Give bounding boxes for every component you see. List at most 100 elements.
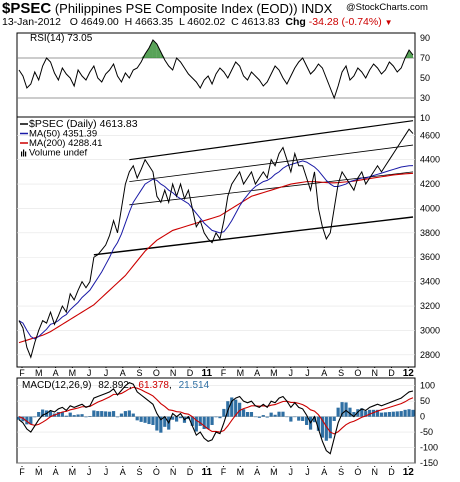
macd-histogram-bar (245, 412, 250, 417)
x-tick-label: M (270, 368, 278, 378)
ticker-symbol: $PSEC (2, 0, 52, 17)
macd-histogram-bar (147, 416, 151, 425)
macd-histogram-bar (387, 412, 391, 417)
macd-histogram-bar (202, 416, 206, 429)
x-tick-label: D (388, 368, 395, 378)
price-panel: 2800 3000 3200 3400 3600 3800 4000 4200 4400 4600… (16, 116, 440, 368)
x-tick-label: M (35, 368, 43, 378)
x-tick-label: A (120, 368, 126, 378)
x-tick-label: S (338, 368, 344, 378)
x-tick-label: J (104, 368, 109, 378)
x-tick-label: J (87, 467, 92, 477)
x-axis-bottom: F M A M J J A S O N D 11 F M A M J J A S O N D 12 (19, 466, 414, 478)
x-tick-label: O (354, 368, 361, 378)
price-tick-label: 4600 (420, 130, 440, 140)
x-tick-label: S (137, 368, 143, 378)
macd-line (18, 382, 414, 455)
macd-histogram-bar (100, 411, 104, 417)
legend-label: MA(200) 4288.41 (29, 138, 102, 149)
x-tick-label: 11 (201, 467, 212, 478)
x-tick-label: O (153, 368, 160, 378)
macd-histogram-bar (127, 410, 131, 417)
macd-histogram-bar (320, 416, 324, 438)
macd-histogram-bar (265, 416, 269, 418)
macd-histogram-bar (214, 416, 218, 418)
x-tick-label: A (120, 467, 126, 477)
x-tick-label: J (87, 368, 92, 378)
x-tick-label: M (237, 368, 245, 378)
x-tick-label: M (237, 467, 245, 477)
change-value: -34.28 (-0.74%) (308, 16, 382, 28)
macd-histogram-bar (198, 416, 202, 426)
macd-panel-frame (16, 377, 416, 464)
macd-histogram-bar (238, 402, 242, 417)
rsi-axis-ticks: 10 30 50 70 90 (420, 33, 430, 123)
macd-axis-ticks: -150 -100 -50 0 50 100 (420, 381, 438, 468)
trend-channel-lines (93, 120, 414, 256)
x-tick-label: J (288, 368, 293, 378)
macd-histogram-bar (72, 415, 76, 417)
macd-histogram-bar (25, 416, 29, 425)
macd-histogram-bar (332, 416, 336, 421)
x-tick-label: N (371, 368, 378, 378)
price-tick-label: 4200 (420, 179, 440, 189)
legend-label: MA(50) 4351.39 (29, 129, 97, 140)
macd-histogram-bar (273, 414, 277, 417)
x-tick-label: A (321, 467, 327, 477)
rsi-overbought-fill (149, 40, 153, 58)
x-tick-label: J (305, 368, 310, 378)
macd-histogram-bar (336, 407, 340, 417)
x-axis-labels-bottom: F M A M J J A S O N D 11 F M A M J J A S O N D 12 (19, 466, 414, 478)
macd-histogram-bar (115, 416, 120, 418)
quote-open: O 4649.00 (69, 16, 119, 28)
macd-histogram-bar (155, 416, 159, 431)
macd-histogram-bar (285, 416, 289, 418)
macd-tick-label: 50 (420, 396, 430, 406)
macd-histogram-bar (261, 415, 265, 417)
macd-histogram-bar (84, 416, 88, 418)
x-tick-label: J (104, 467, 109, 477)
macd-histogram-bar (143, 416, 147, 423)
macd-histogram-bar (222, 408, 226, 417)
rsi-tick-label: 30 (420, 93, 430, 103)
inner-upper-line (129, 144, 414, 183)
change-label: Chg (285, 16, 306, 28)
x-tick-label: 11 (201, 368, 212, 379)
macd-histogram-bar (190, 416, 194, 426)
x-tick-label: M (69, 368, 77, 378)
x-axis-middle: F M A M J J A S O N D 11 F M A M J J A S O N D 12 (19, 367, 414, 379)
x-tick-label: A (53, 467, 59, 477)
macd-histogram-bar (135, 416, 139, 421)
macd-tick-label: -150 (420, 458, 438, 468)
price-tick-label: 3400 (420, 277, 440, 287)
macd-histogram-bar (48, 410, 53, 417)
macd-histogram-bar (17, 416, 21, 420)
chart-title: $PSEC (Philippines PSE Composite Index (… (2, 0, 332, 17)
price-line (18, 128, 414, 359)
macd-histogram-bar (356, 409, 360, 417)
macd-histogram-bar (312, 416, 317, 423)
rsi-tick-label: 70 (420, 53, 430, 63)
macd-histogram-bar (206, 416, 210, 429)
macd-histogram-bar (277, 411, 281, 417)
macd-histogram-bar (108, 411, 112, 417)
macd-histogram-bar (76, 414, 80, 417)
macd-legend: MACD(12,26,9) 82.892, 61.378, 21.514 (22, 380, 210, 391)
macd-histogram-bar (123, 411, 127, 417)
macd-legend-label: MACD(12,26,9) (22, 380, 91, 391)
x-tick-label: F (19, 467, 25, 477)
macd-histogram-bar (88, 416, 92, 417)
macd-histogram-bar (178, 416, 183, 419)
price-tick-label: 3600 (420, 252, 440, 262)
macd-histogram-bar (159, 416, 163, 433)
macd-legend-histogram: 21.514 (179, 380, 210, 391)
rsi-plot (17, 39, 415, 100)
macd-histogram-bar (92, 410, 96, 417)
x-tick-label: D (187, 467, 194, 477)
x-tick-label: F (19, 368, 25, 378)
rsi-tick-label: 50 (420, 73, 430, 83)
x-tick-label: A (321, 368, 327, 378)
macd-histogram-bar (403, 409, 407, 417)
x-tick-label: F (221, 467, 227, 477)
